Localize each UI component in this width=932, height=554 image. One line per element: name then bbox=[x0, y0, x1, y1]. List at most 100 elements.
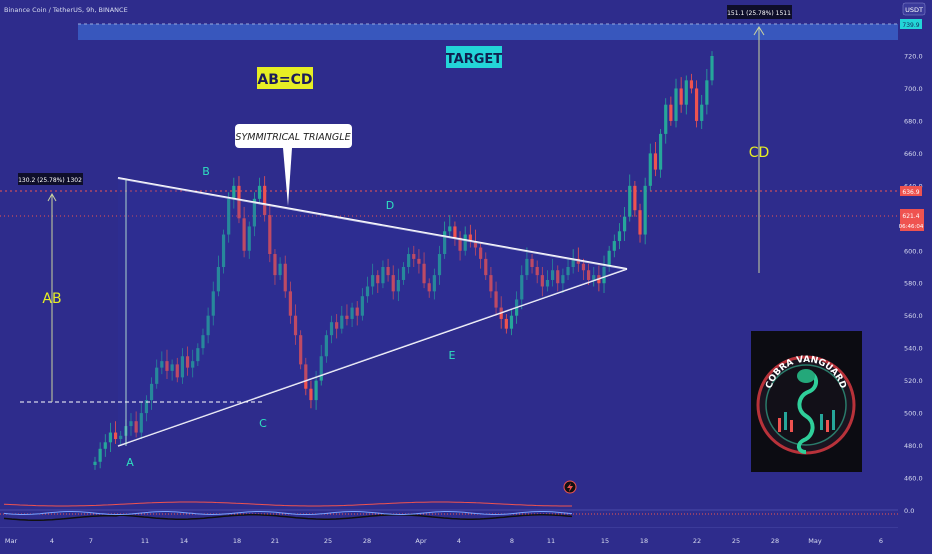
candle-body bbox=[283, 263, 287, 292]
candle-body bbox=[129, 421, 133, 427]
candle-body bbox=[407, 254, 411, 267]
candle-body bbox=[365, 286, 370, 297]
cd-label: CD bbox=[749, 145, 770, 161]
time-tick-label: 25 bbox=[324, 537, 332, 545]
time-tick-label: 28 bbox=[363, 537, 371, 545]
time-tick-label: 7 bbox=[89, 537, 93, 545]
candle-body bbox=[468, 234, 472, 242]
candle-body bbox=[648, 153, 652, 186]
candle-body bbox=[643, 185, 647, 235]
time-tick-label: 14 bbox=[180, 537, 188, 545]
candle-body bbox=[412, 254, 416, 259]
candle-body bbox=[520, 275, 524, 300]
candle-body bbox=[612, 241, 616, 251]
price-tick-label: 600.0 bbox=[904, 247, 923, 255]
candle-body bbox=[340, 315, 344, 329]
candle-body bbox=[509, 315, 514, 329]
ab-measure-label: 130.2 (25.78%) 1302 bbox=[18, 177, 82, 184]
candle-body bbox=[93, 461, 97, 466]
candle-body bbox=[422, 263, 426, 284]
candle-body bbox=[561, 275, 565, 284]
logo-candle bbox=[778, 418, 781, 432]
ab-arrow-head bbox=[47, 192, 57, 202]
candle-body bbox=[494, 291, 498, 308]
time-axis[interactable] bbox=[0, 528, 898, 550]
candle-body bbox=[119, 435, 123, 440]
price-tick-label: 660.0 bbox=[904, 150, 923, 158]
candle-body bbox=[314, 380, 318, 401]
candle-body bbox=[587, 270, 591, 280]
candle-body bbox=[216, 267, 220, 292]
currency-tag bbox=[902, 2, 926, 16]
candle-body bbox=[638, 210, 642, 235]
target-zone bbox=[78, 24, 898, 40]
time-tick-label: Apr bbox=[415, 537, 427, 545]
logo-candles bbox=[778, 410, 835, 432]
time-tick-label: 25 bbox=[732, 537, 740, 545]
time-tick-label: 8 bbox=[510, 537, 514, 545]
candle-body bbox=[257, 185, 262, 199]
target-price-tag bbox=[900, 19, 922, 29]
candle-body bbox=[191, 361, 195, 368]
candle-body bbox=[633, 185, 637, 211]
candle-body bbox=[602, 267, 606, 284]
countdown-label: 06:46:04 bbox=[899, 224, 924, 230]
candle-body bbox=[535, 267, 539, 276]
candle-body bbox=[232, 185, 236, 199]
candle-body bbox=[504, 318, 508, 329]
candle-body bbox=[530, 258, 534, 267]
candle-body bbox=[196, 348, 200, 362]
triangle-lower-line[interactable] bbox=[117, 268, 628, 447]
candle-body bbox=[473, 241, 478, 248]
candle-body bbox=[134, 421, 138, 433]
price-tick-label: 680.0 bbox=[904, 117, 923, 125]
currency-label: USDT bbox=[905, 6, 923, 14]
price-tick-label: 580.0 bbox=[904, 280, 923, 288]
time-tick-label: 22 bbox=[693, 537, 701, 545]
candle-body bbox=[350, 307, 354, 319]
time-axis-ticks: Mar 4 7 11 14 18 21 25 28 Apr 4 8 11 15 18 22 25 28 May 6 bbox=[5, 537, 883, 545]
marker-price-label: 636.9 bbox=[902, 189, 919, 196]
candle-body bbox=[227, 198, 231, 235]
symbol-header: Binance Coin / TetherUS, 9h, BINANCE bbox=[4, 6, 128, 14]
abcd-label-box[interactable] bbox=[257, 67, 313, 89]
candle-body bbox=[525, 258, 529, 276]
triangle-fill bbox=[118, 178, 627, 446]
candle-body bbox=[268, 215, 272, 255]
candle-body bbox=[556, 270, 560, 284]
candle-body bbox=[484, 258, 488, 276]
time-tick-label: 18 bbox=[640, 537, 648, 545]
candle-body bbox=[592, 275, 596, 280]
candle-body bbox=[607, 250, 611, 267]
candle-body bbox=[273, 254, 277, 276]
ab-label: AB bbox=[42, 291, 61, 307]
candle-body bbox=[355, 307, 359, 316]
candle-body bbox=[360, 296, 364, 316]
price-tick-label: 720.0 bbox=[904, 53, 923, 61]
triangle-callout-pointer bbox=[283, 148, 292, 206]
candle-body bbox=[396, 279, 400, 292]
target-label-box[interactable] bbox=[446, 46, 502, 68]
point-c-label: C bbox=[259, 417, 267, 430]
logo-candle bbox=[826, 420, 829, 432]
triangle-upper-line[interactable] bbox=[117, 177, 628, 270]
candle-body bbox=[489, 275, 493, 292]
candles bbox=[93, 51, 714, 470]
candle-body bbox=[710, 56, 714, 81]
triangle-callout-box[interactable] bbox=[235, 124, 352, 148]
candle-body bbox=[628, 185, 632, 217]
candle-body bbox=[381, 267, 385, 284]
candle-body bbox=[443, 231, 447, 255]
candle-body bbox=[540, 275, 544, 287]
candle-body bbox=[170, 364, 174, 371]
cd-measure-label: 151.1 (25.78%) 1511 bbox=[727, 10, 791, 17]
candle-body bbox=[653, 153, 658, 170]
time-tick-label: 21 bbox=[271, 537, 279, 545]
price-axis[interactable] bbox=[898, 0, 932, 550]
cobra-head-icon bbox=[797, 369, 815, 383]
candle-body bbox=[669, 104, 673, 121]
candle-body bbox=[705, 80, 709, 105]
candle-body bbox=[386, 267, 390, 276]
